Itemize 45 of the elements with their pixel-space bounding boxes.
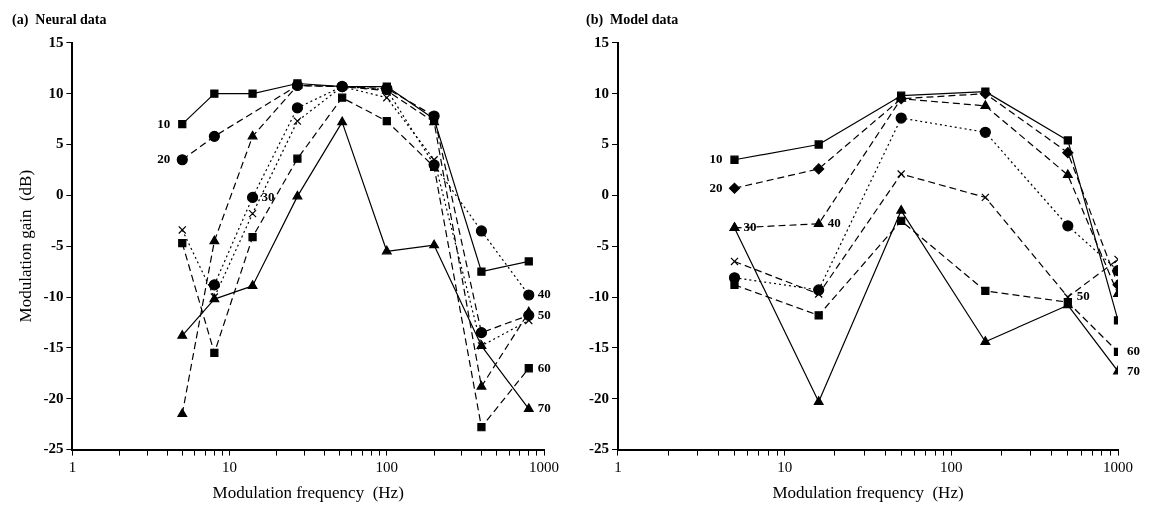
y-tick-label: -10 xyxy=(43,287,64,304)
y-tick-label: -5 xyxy=(596,237,609,254)
annotation: 60 xyxy=(1127,343,1140,359)
y-tick-label: -20 xyxy=(43,389,64,406)
y-tick-label: -5 xyxy=(50,237,64,254)
annotation: 40 xyxy=(537,286,551,302)
y-tick-label: -25 xyxy=(43,440,64,457)
y-tick-label: 0 xyxy=(601,186,609,203)
x-tick-label: 10 xyxy=(777,458,793,475)
y-tick-label: 10 xyxy=(594,84,609,101)
annotation: 70 xyxy=(1127,362,1140,378)
x-tick-label: 1 xyxy=(614,458,622,475)
x-tick-label: 100 xyxy=(375,458,399,475)
y-tick-label: -15 xyxy=(43,338,64,355)
x-tick-label: 1000 xyxy=(1103,458,1133,475)
annotation: 70 xyxy=(537,400,551,416)
chart-title: (a) Neural data xyxy=(12,12,107,29)
annotation: 30 xyxy=(261,188,275,204)
x-tick-label: 100 xyxy=(940,458,963,475)
annotation: 20 xyxy=(157,151,171,167)
y-tick-label: 10 xyxy=(48,84,64,101)
annotation: 20 xyxy=(709,179,723,195)
y-tick-label: 15 xyxy=(594,33,609,50)
y-tick-label: -15 xyxy=(589,338,609,355)
y-tick-label: 5 xyxy=(55,135,64,152)
y-tick-label: 5 xyxy=(601,135,609,152)
y-tick-label: -20 xyxy=(589,389,609,406)
chart-title: (b) Model data xyxy=(586,12,679,29)
annotation: 60 xyxy=(537,359,551,375)
y-tick-label: 15 xyxy=(48,33,64,50)
x-axis-title: Modulation frequency (Hz) xyxy=(212,483,404,503)
annotation: 50 xyxy=(1076,288,1090,304)
y-tick-label: 0 xyxy=(55,186,64,203)
x-tick-label: 1 xyxy=(68,458,77,475)
x-axis-title: Modulation frequency (Hz) xyxy=(772,483,964,503)
annotation: 10 xyxy=(709,151,723,167)
annotation: 30 xyxy=(743,219,757,235)
annotation: 50 xyxy=(537,306,551,322)
x-tick-label: 10 xyxy=(222,458,238,475)
annotation: 10 xyxy=(157,115,171,131)
y-tick-label: -25 xyxy=(589,440,609,457)
x-tick-label: 1000 xyxy=(529,458,559,475)
annotation: 40 xyxy=(827,215,841,231)
y-axis-title: Modulation gain (dB) xyxy=(15,169,35,323)
y-tick-label: -10 xyxy=(589,287,609,304)
